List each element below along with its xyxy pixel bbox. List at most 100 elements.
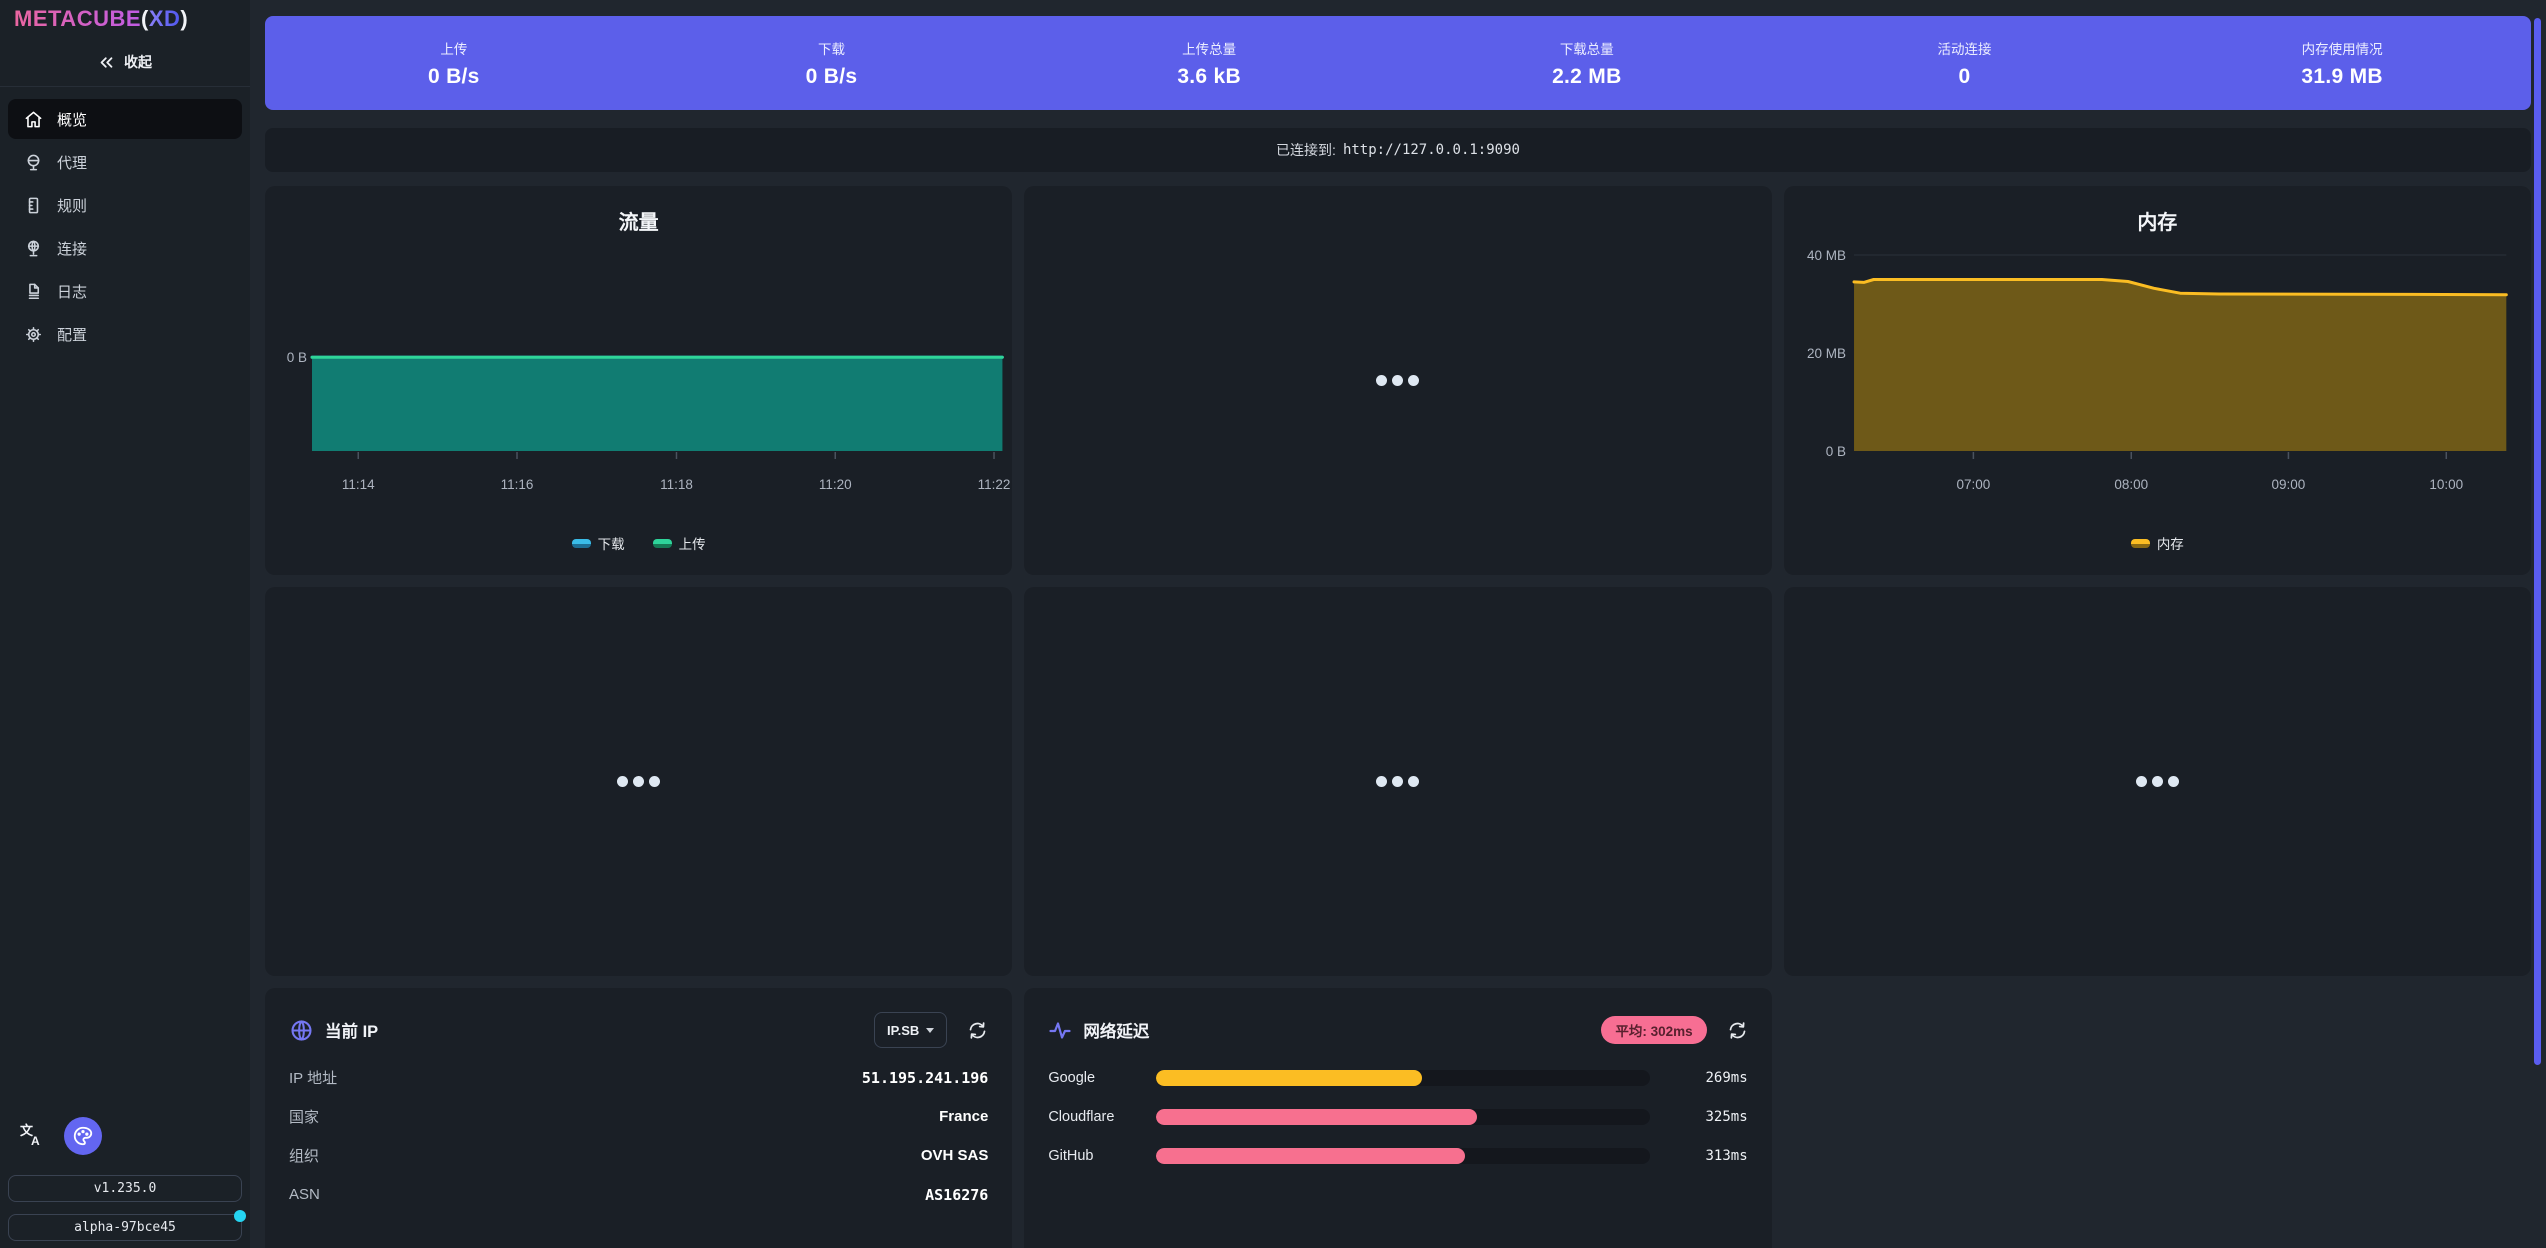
- ip-provider-label: IP.SB: [887, 1022, 920, 1038]
- svg-text:09:00: 09:00: [2271, 477, 2305, 492]
- sidebar-divider: [0, 86, 250, 87]
- legend-item[interactable]: 上传: [652, 533, 706, 553]
- stats-bar: 上传 0 B/s 下载 0 B/s 上传总量 3.6 kB 下载总量 2.2 M…: [265, 16, 2531, 110]
- stat-upload-total: 上传总量 3.6 kB: [1020, 38, 1398, 89]
- latency-row-google: Google 269ms: [1048, 1058, 1748, 1097]
- svg-text:20 MB: 20 MB: [1807, 346, 1846, 361]
- legend-label: 上传: [678, 537, 706, 552]
- latency-bar-track: [1156, 1069, 1650, 1086]
- sidebar-item-connections[interactable]: 连接: [8, 228, 242, 268]
- current-ip-header: 当前 IP IP.SB: [289, 988, 988, 1052]
- stat-label: 活动连接: [1937, 41, 1992, 57]
- latency-row-cloudflare: Cloudflare 325ms: [1048, 1097, 1748, 1136]
- ip-refresh-button[interactable]: [967, 1020, 988, 1041]
- frontend-version-label: alpha-97bce45: [74, 1220, 176, 1235]
- stat-label: 上传: [440, 41, 468, 57]
- latency-row-github: GitHub 313ms: [1048, 1136, 1748, 1175]
- legend-label: 下载: [597, 537, 625, 552]
- logo-paren: (: [141, 6, 149, 31]
- theme-palette-button[interactable]: [64, 1117, 102, 1155]
- svg-text:11:20: 11:20: [819, 477, 852, 492]
- legend-label: 内存: [2156, 537, 2184, 552]
- connections-icon: [27, 240, 40, 256]
- latency-bar-fill: [1156, 1069, 1422, 1086]
- loading-dots: [1376, 375, 1420, 386]
- svg-text:文: 文: [20, 1123, 34, 1138]
- latency-refresh-button[interactable]: [1727, 1020, 1748, 1041]
- latency-bar-fill: [1156, 1147, 1466, 1164]
- svg-text:10:00: 10:00: [2429, 477, 2463, 492]
- refresh-icon: [969, 1021, 986, 1039]
- loading-dots: [2135, 776, 2179, 787]
- sidebar-item-overview[interactable]: 概览: [8, 99, 242, 139]
- frontend-version-button[interactable]: alpha-97bce45: [8, 1210, 246, 1241]
- app-logo: METACUBE(XD): [14, 6, 238, 32]
- stat-download-total: 下载总量 2.2 MB: [1398, 38, 1776, 89]
- ip-row-value: OVH SAS: [920, 1147, 989, 1164]
- connection-url: http://127.0.0.1:9090: [1342, 142, 1520, 158]
- ip-row-value: France: [939, 1108, 989, 1125]
- sidebar-item-rules[interactable]: 规则: [8, 185, 242, 225]
- network-latency-header: 网络延迟 平均: 302ms: [1048, 988, 1747, 1052]
- latency-value: 325ms: [1705, 1108, 1748, 1125]
- svg-text:0 B: 0 B: [1825, 444, 1845, 459]
- stat-value: 2.2 MB: [1552, 64, 1622, 88]
- loading-card: [265, 587, 1013, 976]
- ip-row-label: 组织: [289, 1148, 320, 1165]
- svg-text:11:22: 11:22: [978, 477, 1011, 492]
- ip-row-value: 51.195.241.196: [861, 1068, 989, 1087]
- loading-card: [1024, 186, 1772, 575]
- svg-text:A: A: [31, 1134, 40, 1148]
- core-version-button[interactable]: v1.235.0: [8, 1175, 242, 1202]
- double-chevron-left-icon: [100, 56, 113, 68]
- ip-row-asn: ASN AS16276: [289, 1175, 988, 1214]
- sidebar-item-logs[interactable]: 日志: [8, 271, 242, 311]
- legend-item[interactable]: 内存: [2130, 533, 2184, 553]
- scrollbar-thumb[interactable]: [2534, 18, 2541, 1065]
- stat-active-connections: 活动连接 0: [1776, 38, 2154, 89]
- latency-site-name: GitHub: [1048, 1147, 1094, 1164]
- sidebar-item-proxies[interactable]: 代理: [8, 142, 242, 182]
- traffic-chart-card: 流量 11:14 11:16 11:18 11:20 11:22 0 B 下载 上传: [265, 186, 1013, 575]
- ip-row-label: 国家: [289, 1109, 320, 1126]
- rules-icon: [28, 197, 39, 213]
- svg-text:11:16: 11:16: [501, 477, 534, 492]
- traffic-chart-legend: 下载 上传: [265, 533, 1012, 553]
- sidebar-collapse-button[interactable]: 收起: [98, 52, 152, 72]
- latency-bar-track: [1156, 1108, 1650, 1125]
- sidebar-item-label: 连接: [57, 240, 88, 258]
- refresh-icon: [1729, 1021, 1746, 1039]
- sidebar-item-label: 规则: [57, 197, 88, 215]
- stat-label: 下载总量: [1559, 41, 1614, 57]
- connection-prefix: 已连接到:: [1276, 142, 1336, 158]
- empty-grid-cell: [1784, 988, 2531, 1248]
- stat-download-speed: 下载 0 B/s: [643, 38, 1021, 89]
- ip-row-label: IP 地址: [289, 1070, 338, 1087]
- config-icon: [25, 326, 42, 342]
- sidebar-menu: 概览 代理 规则 连接 日志 配置: [8, 99, 242, 357]
- loading-dots: [1376, 776, 1420, 787]
- ip-provider-dropdown[interactable]: IP.SB: [874, 1012, 948, 1048]
- ip-row-country: 国家 France: [289, 1097, 988, 1136]
- legend-marker: [571, 538, 591, 548]
- memory-chart-title: 内存: [2137, 212, 2178, 234]
- latency-value: 269ms: [1705, 1069, 1748, 1086]
- pulse-icon: [1049, 1022, 1071, 1039]
- loading-card: [1783, 587, 2531, 976]
- traffic-chart-title: 流量: [618, 212, 659, 234]
- collapse-label: 收起: [124, 54, 152, 70]
- sidebar-item-config[interactable]: 配置: [8, 314, 242, 354]
- update-indicator-dot: [234, 1210, 246, 1222]
- traffic-chart: 11:14 11:16 11:18 11:20 11:22 0 B: [287, 350, 1011, 492]
- legend-item[interactable]: 下载: [571, 533, 625, 553]
- svg-text:40 MB: 40 MB: [1807, 248, 1846, 263]
- loading-dots: [617, 776, 661, 787]
- memory-chart: 07:00 08:00 09:00 10:00 40 MB 20 MB 0 B: [1807, 248, 2508, 492]
- logo-paren: ): [180, 6, 189, 31]
- legend-marker: [652, 538, 672, 548]
- svg-text:11:18: 11:18: [660, 477, 693, 492]
- stat-value: 31.9 MB: [2301, 64, 2383, 88]
- stat-label: 上传总量: [1182, 41, 1237, 57]
